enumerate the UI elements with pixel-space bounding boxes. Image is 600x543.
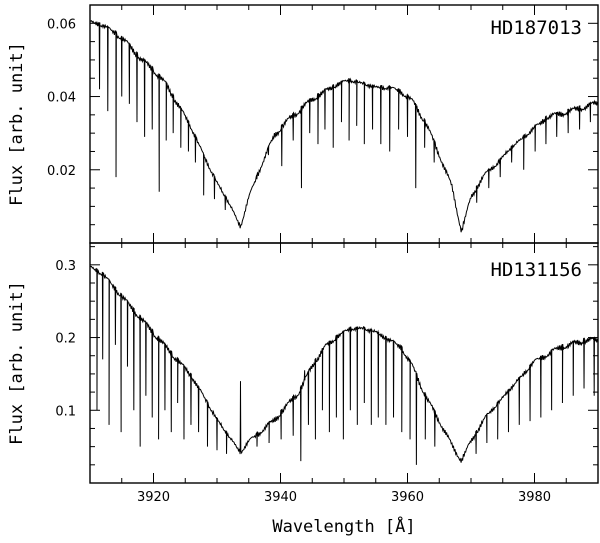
x-tick-label: 3920 xyxy=(137,490,170,505)
y-tick-label: 0.1 xyxy=(55,404,76,419)
y-tick-label: 0.06 xyxy=(47,17,76,32)
x-tick-label: 3960 xyxy=(391,490,424,505)
panel-top-title: HD187013 xyxy=(490,17,582,39)
panel-top: 0.02 0.04 0.06 HD187013 Flux [arb. unit] xyxy=(7,4,599,244)
panel-bottom-title: HD131156 xyxy=(490,259,582,281)
panel-bottom-ylabel: Flux [arb. unit] xyxy=(7,281,27,445)
spectrum-line-hd131156 xyxy=(89,265,598,465)
y-tick-label: 0.04 xyxy=(47,91,76,106)
x-axis-label: Wavelength [Å] xyxy=(272,515,415,537)
y-tick-label: 0.3 xyxy=(55,259,76,274)
spectrum-line-hd187013 xyxy=(89,20,598,233)
y-tick-label: 0.02 xyxy=(47,164,76,179)
panel-bottom-ticks: 3920 3940 3960 3980 0.1 0.2 0.3 xyxy=(55,243,599,505)
panel-top-ylabel: Flux [arb. unit] xyxy=(7,42,27,206)
x-tick-label: 3980 xyxy=(518,490,551,505)
y-tick-label: 0.2 xyxy=(55,332,76,347)
x-tick-label: 3940 xyxy=(264,490,297,505)
panel-top-ticks: 0.02 0.04 0.06 xyxy=(47,4,599,243)
panel-bottom: 3920 3940 3960 3980 0.1 0.2 0.3 HD131156 Flux … xyxy=(7,242,599,537)
